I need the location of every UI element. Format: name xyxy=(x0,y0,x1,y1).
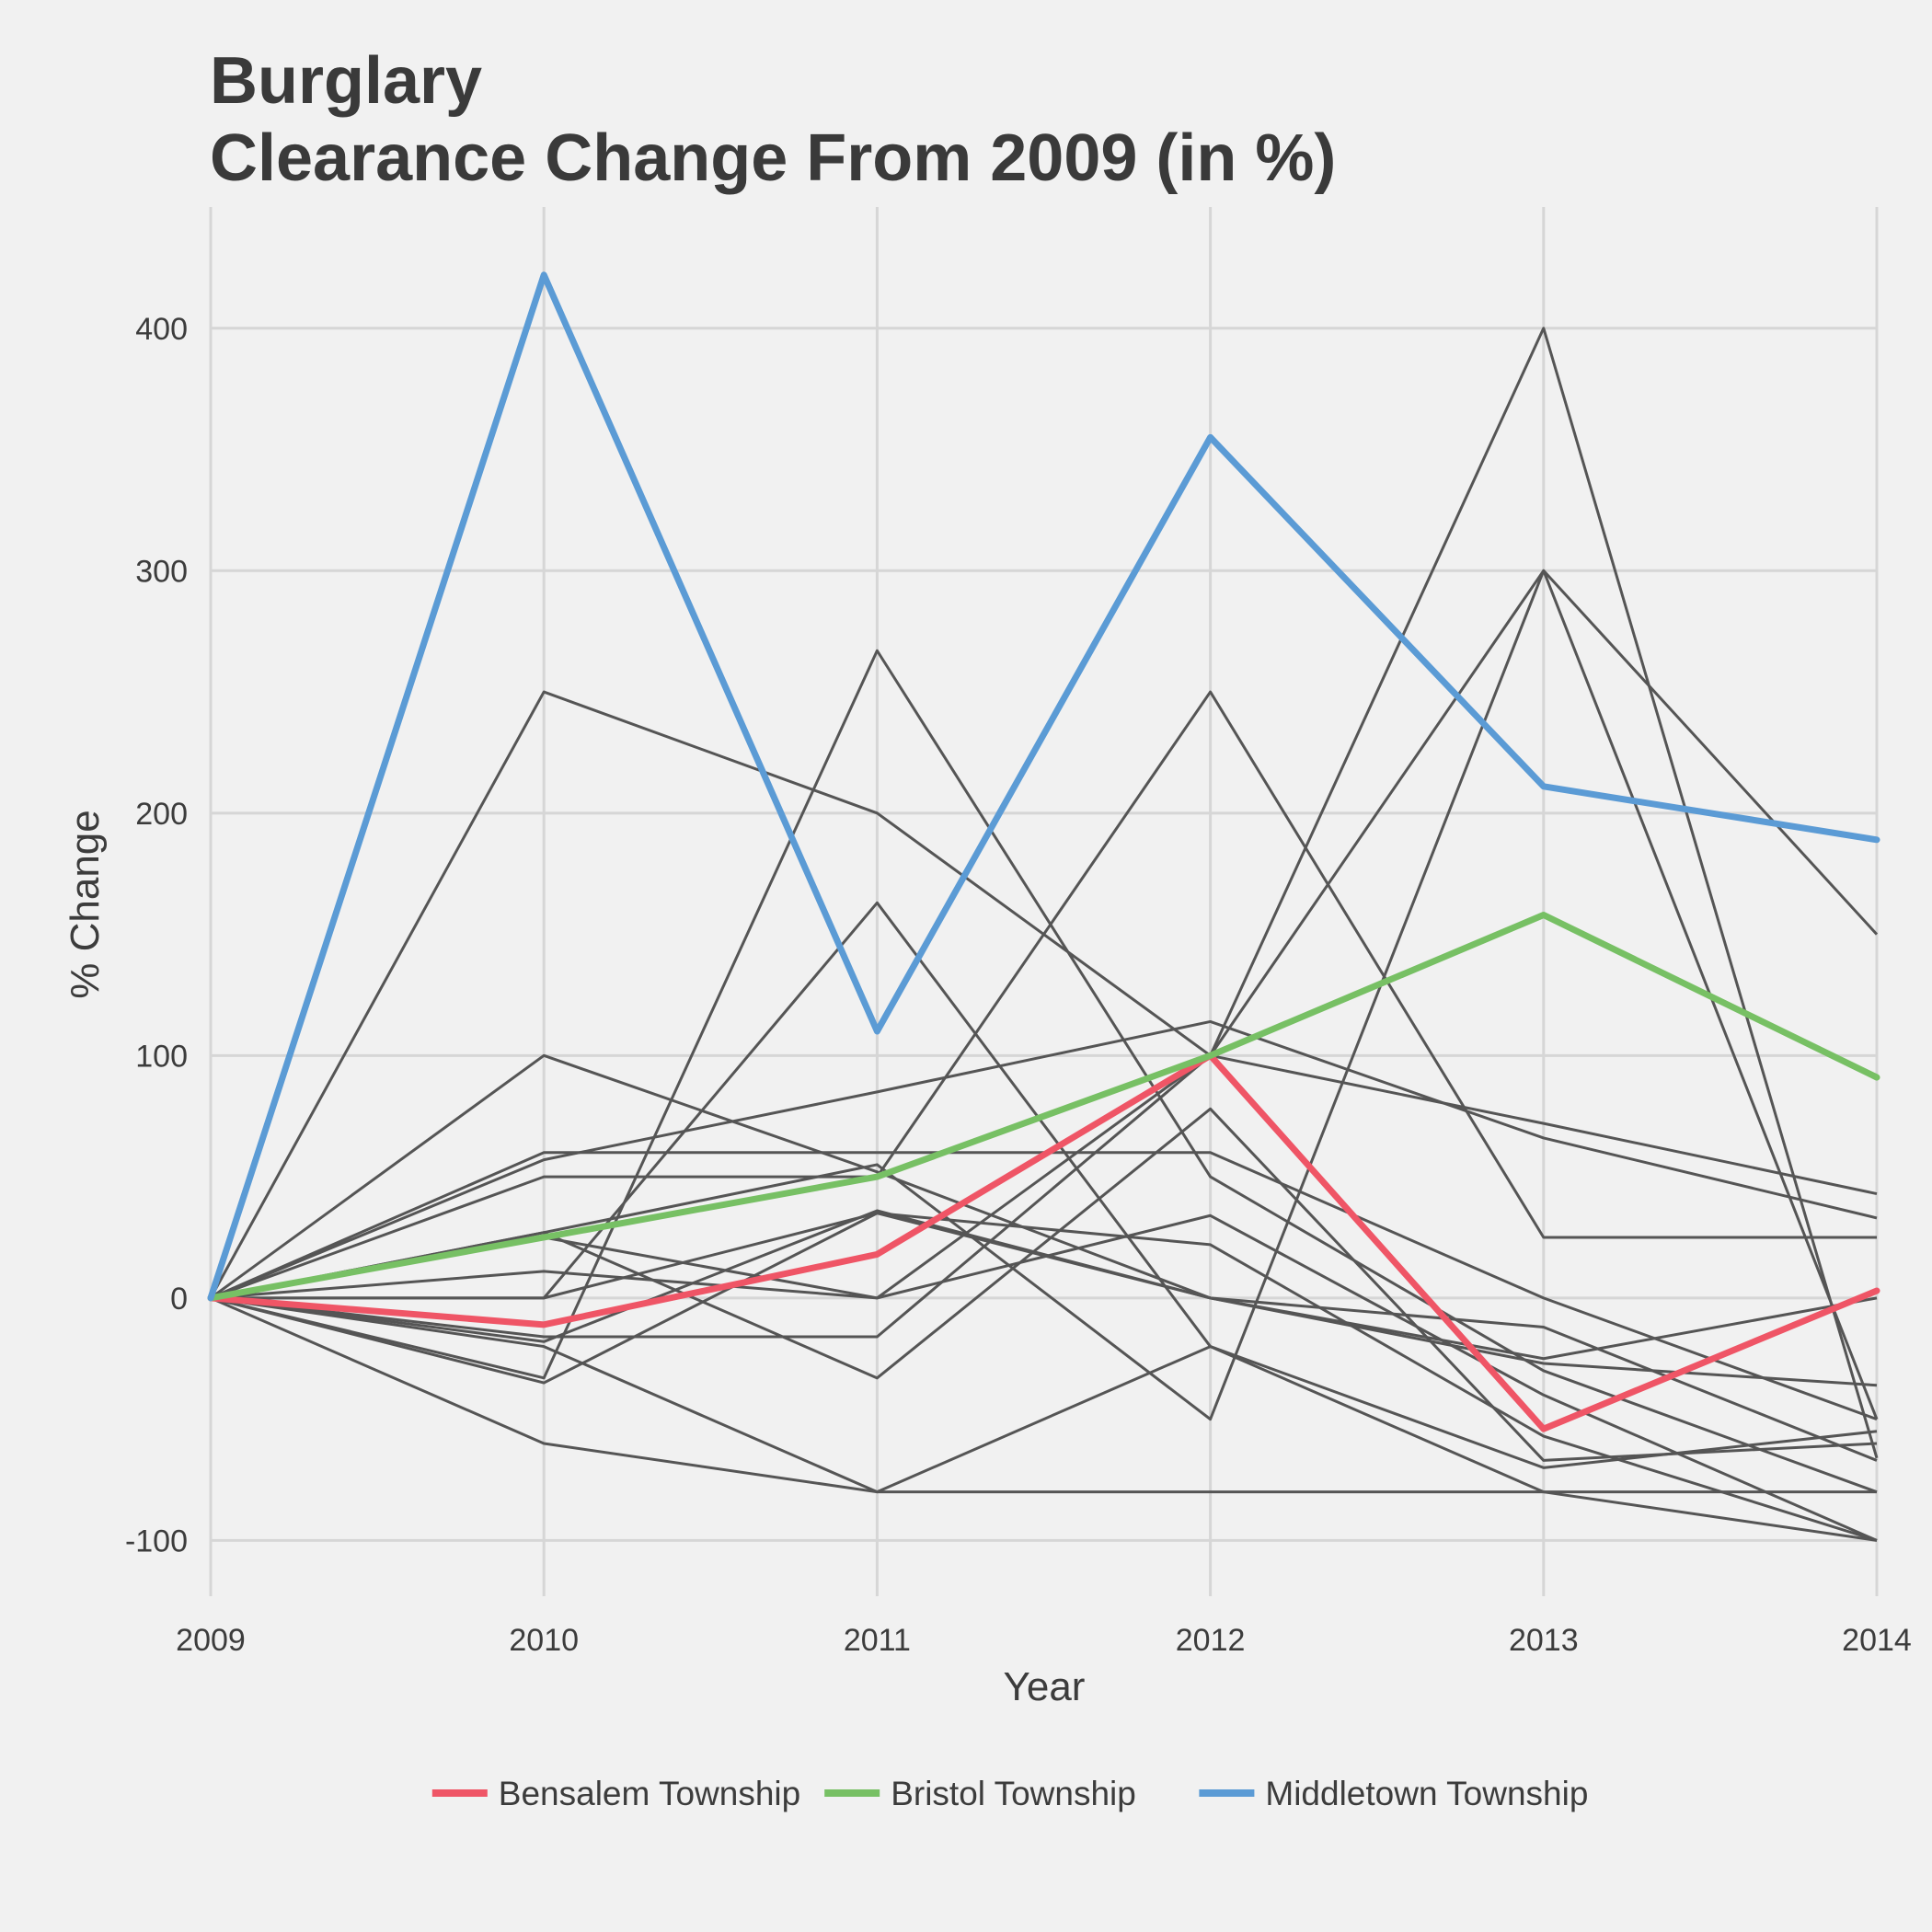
middletown-township-legend-label: Middletown Township xyxy=(1265,1775,1588,1812)
background-series-line xyxy=(210,690,1877,1300)
legend: Bensalem Township Bristol Township Middlet… xyxy=(431,1775,1588,1812)
bensalem-township-series-line xyxy=(207,1052,1880,1432)
bristol-township-series-line xyxy=(207,911,1880,1302)
y-tick-label: 0 xyxy=(170,1282,188,1317)
x-tick-label: 2014 xyxy=(1842,1623,1912,1658)
background-series-line xyxy=(210,569,1879,1420)
chart-title: Burglary xyxy=(210,44,482,118)
y-tick-label: 100 xyxy=(135,1039,188,1074)
background-series-line xyxy=(211,1212,1878,1462)
bensalem-township-legend-label: Bensalem Township xyxy=(499,1775,800,1812)
y-tick-label: 400 xyxy=(135,312,188,347)
background-series-line xyxy=(210,649,1878,1494)
chart-subtitle: Clearance Change From 2009 (in %) xyxy=(210,121,1336,195)
background-series-line xyxy=(210,1212,1878,1542)
highlight-series-group xyxy=(207,271,1880,1432)
background-series-line xyxy=(210,1019,1878,1300)
x-axis-tick-labels: 2009 2010 2011 2012 2013 2014 xyxy=(176,1623,1912,1658)
y-tick-label: 200 xyxy=(135,797,188,832)
x-tick-label: 2011 xyxy=(844,1623,911,1658)
background-series-line xyxy=(210,1107,1878,1462)
y-axis-tick-labels: -100 0 100 200 300 400 xyxy=(125,312,188,1559)
y-axis-title: % Change xyxy=(63,810,108,998)
middletown-township-series-line xyxy=(207,271,1880,1302)
y-tick-label: 300 xyxy=(135,554,188,589)
y-tick-label: -100 xyxy=(125,1524,188,1558)
background-series-line xyxy=(210,1296,1878,1494)
x-tick-label: 2013 xyxy=(1509,1623,1579,1658)
x-tick-label: 2012 xyxy=(1176,1623,1246,1658)
bristol-township-legend-label: Bristol Township xyxy=(891,1775,1136,1812)
x-tick-label: 2010 xyxy=(509,1623,579,1658)
background-series-line xyxy=(210,1296,1878,1542)
x-axis-title: Year xyxy=(1004,1664,1086,1709)
x-tick-label: 2009 xyxy=(176,1623,246,1658)
background-series-line xyxy=(210,327,1879,1459)
